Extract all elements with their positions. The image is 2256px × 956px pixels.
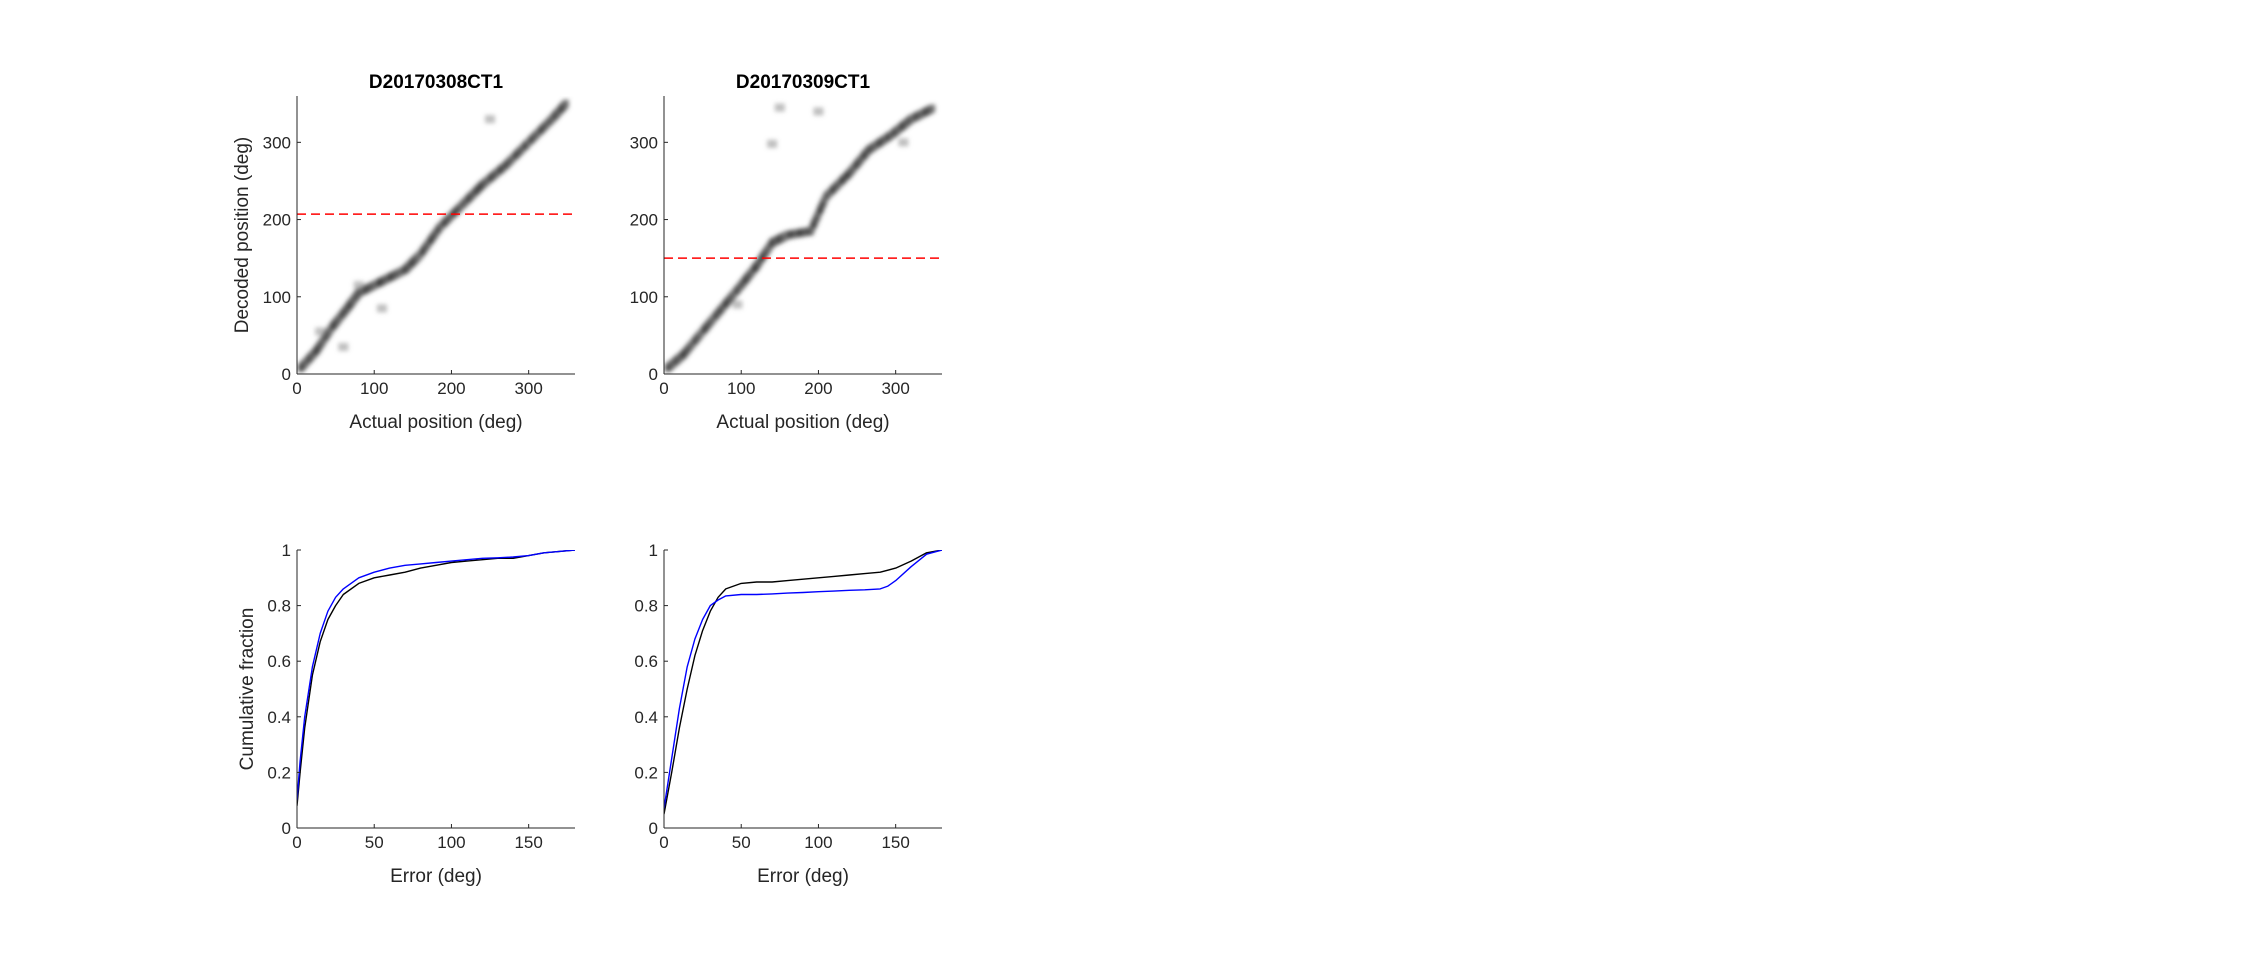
x-axis-label: Actual position (deg) xyxy=(716,412,889,433)
axes: 0 50 100 150 0 0.2 0.4 0.6 0.8 1 xyxy=(634,541,942,852)
heatmap-cell xyxy=(485,115,496,124)
y-tick-label: 1 xyxy=(282,541,291,560)
x-tick-label: 0 xyxy=(292,379,301,398)
panel-title: D20170308CT1 xyxy=(369,72,504,93)
x-tick-label: 50 xyxy=(732,833,751,852)
y-axis-label: Decoded position (deg) xyxy=(232,137,253,333)
x-tick-label: 0 xyxy=(292,833,301,852)
y-tick-label: 0.8 xyxy=(267,597,291,616)
panel-cdf-d20170308: 0 50 100 150 0 0.2 0.4 0.6 0.8 1 Error (deg) Cumu… xyxy=(237,541,575,887)
y-tick-label: 0 xyxy=(649,819,658,838)
x-tick-label: 100 xyxy=(727,379,755,398)
cdf-lines xyxy=(297,550,575,806)
heatmap-cell xyxy=(774,103,785,112)
panel-cdf-d20170309: 0 50 100 150 0 0.2 0.4 0.6 0.8 1 Error (deg) xyxy=(634,541,942,887)
panel-heatmap-d20170309: D20170309CT1 0 100 200 300 0 100 200 300 Actual… xyxy=(630,72,942,433)
y-tick-label: 0.4 xyxy=(634,708,658,727)
y-tick-label: 100 xyxy=(263,288,291,307)
y-axis-label: Cumulative fraction xyxy=(237,608,258,771)
cdf-lines xyxy=(664,550,942,815)
axes: 0 100 200 300 0 100 200 300 xyxy=(630,96,942,398)
x-tick-label: 100 xyxy=(360,379,388,398)
y-tick-label: 0 xyxy=(649,365,658,384)
x-tick-label: 100 xyxy=(437,833,465,852)
heatmap-cell xyxy=(898,138,909,147)
x-tick-label: 0 xyxy=(659,833,668,852)
heatmap-cell xyxy=(376,304,387,313)
x-tick-label: 200 xyxy=(437,379,465,398)
panel-heatmap-d20170308: D20170308CT1 0 100 200 300 0 100 200 300 Actual… xyxy=(232,72,575,433)
heatmap-cells xyxy=(664,103,936,372)
y-tick-label: 0.4 xyxy=(267,708,291,727)
heatmap-cell xyxy=(338,342,349,351)
axes: 0 50 100 150 0 0.2 0.4 0.6 0.8 1 xyxy=(267,541,575,852)
heatmap-cell xyxy=(732,300,743,309)
series-line-1 xyxy=(664,550,942,815)
x-axis-label: Error (deg) xyxy=(390,866,482,887)
y-tick-label: 0.8 xyxy=(634,597,658,616)
x-tick-label: 200 xyxy=(804,379,832,398)
x-tick-label: 100 xyxy=(804,833,832,852)
heatmap-cells xyxy=(297,99,569,372)
series-line-1 xyxy=(297,550,575,806)
x-tick-label: 300 xyxy=(514,379,542,398)
axes: 0 100 200 300 0 100 200 300 xyxy=(263,96,575,398)
heatmap-cell xyxy=(813,107,824,116)
series-line-2 xyxy=(297,550,575,801)
heatmap-cell xyxy=(315,327,326,336)
y-tick-label: 200 xyxy=(263,211,291,230)
y-tick-label: 0 xyxy=(282,819,291,838)
y-tick-label: 0.2 xyxy=(267,763,291,782)
x-tick-label: 0 xyxy=(659,379,668,398)
x-tick-label: 150 xyxy=(881,833,909,852)
y-tick-label: 0.6 xyxy=(267,652,291,671)
y-tick-label: 300 xyxy=(263,133,291,152)
heatmap-cell xyxy=(562,99,569,108)
y-tick-label: 0 xyxy=(282,365,291,384)
x-axis-label: Actual position (deg) xyxy=(349,412,522,433)
series-line-2 xyxy=(664,550,942,809)
x-tick-label: 150 xyxy=(514,833,542,852)
y-tick-label: 0.2 xyxy=(634,763,658,782)
panel-title: D20170309CT1 xyxy=(736,72,871,93)
heatmap-cell xyxy=(353,281,364,290)
heatmap-cell xyxy=(929,104,936,113)
y-tick-label: 200 xyxy=(630,211,658,230)
y-tick-label: 100 xyxy=(630,288,658,307)
x-axis-label: Error (deg) xyxy=(757,866,849,887)
x-tick-label: 50 xyxy=(365,833,384,852)
y-tick-label: 0.6 xyxy=(634,652,658,671)
y-tick-label: 1 xyxy=(649,541,658,560)
heatmap-cell xyxy=(767,139,778,148)
x-tick-label: 300 xyxy=(881,379,909,398)
y-tick-label: 300 xyxy=(630,133,658,152)
